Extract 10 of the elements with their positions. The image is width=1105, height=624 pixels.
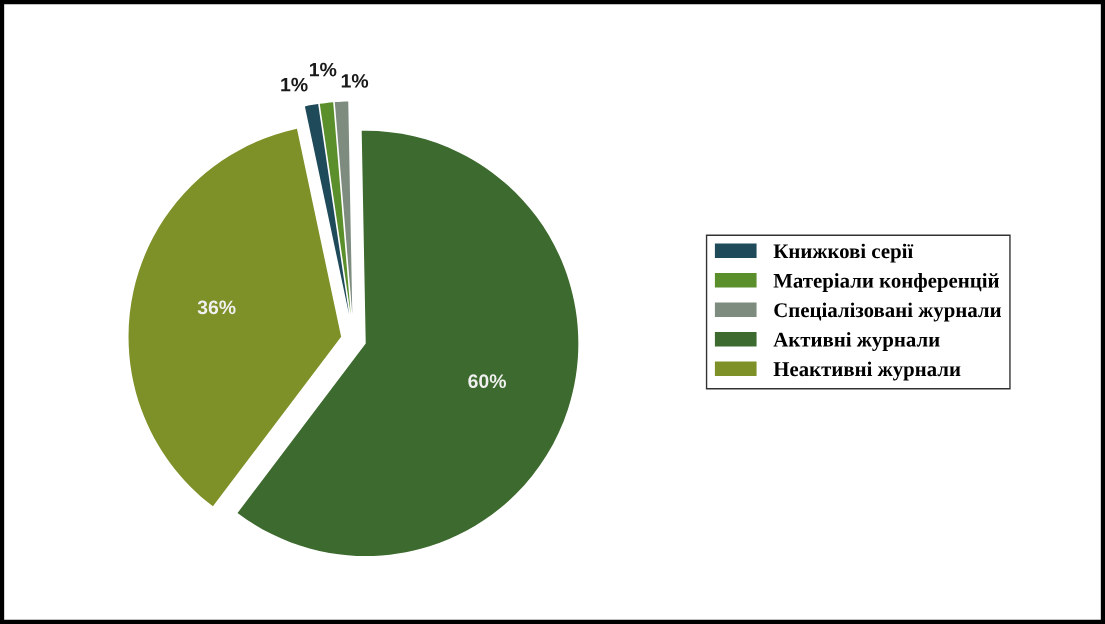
data-label: 1% [281,77,308,92]
legend-label: Активні журнали [773,332,940,351]
legend-label: Книжкові серії [773,243,914,263]
legend-label: Матеріали конференцій [773,273,999,292]
data-label: 60% [468,374,507,389]
legend-label: Неактивні журнали [773,361,961,381]
legend-label: Спеціалізовані журнали [774,302,1002,322]
data-label: 1% [341,74,369,88]
data-label: 1% [309,62,337,77]
data-label: 36% [197,300,236,315]
